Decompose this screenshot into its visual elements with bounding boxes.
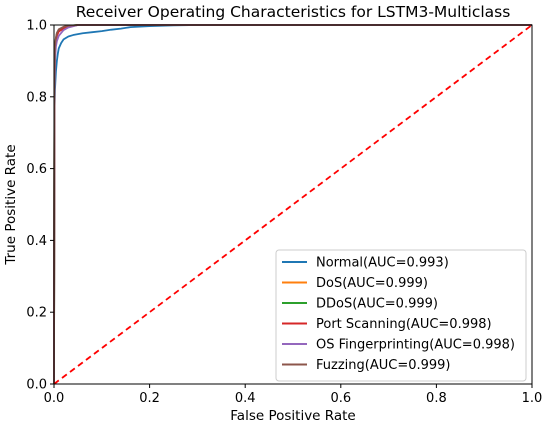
y-tick-label: 1.0 <box>26 19 47 34</box>
y-tick-label: 0.4 <box>26 234 47 249</box>
x-tick-label: 0.2 <box>139 391 160 406</box>
x-tick-label: 0.0 <box>44 391 65 406</box>
legend-entry-label: DoS(AUC=0.999) <box>316 276 428 291</box>
plot-frame <box>53 24 533 385</box>
legend-entry-label: Fuzzing(AUC=0.999) <box>316 358 451 373</box>
chart-title: Receiver Operating Characteristics for L… <box>76 3 511 21</box>
y-tick-label: 0.8 <box>26 90 47 105</box>
legend-entry-label: Normal(AUC=0.993) <box>316 256 449 271</box>
legend-entry-label: Port Scanning(AUC=0.998) <box>316 317 492 332</box>
x-tick-label: 0.4 <box>235 391 256 406</box>
legend-entry-label: OS Fingerprinting(AUC=0.998) <box>316 338 515 353</box>
series-layer <box>53 24 533 385</box>
x-tick-label: 0.6 <box>330 391 351 406</box>
legend-box <box>275 249 527 382</box>
x-tick-label: 0.8 <box>426 391 447 406</box>
x-axis-label: False Positive Rate <box>230 408 355 424</box>
legend-entry-label: DDoS(AUC=0.999) <box>316 297 438 312</box>
x-axis-ticks: 0.0 0.2 0.4 0.6 0.8 1.0 <box>44 384 543 406</box>
y-axis-label: True Positive Rate <box>3 144 19 265</box>
y-tick-label: 0.0 <box>26 378 47 393</box>
y-tick-label: 0.2 <box>26 306 47 321</box>
y-tick-label: 0.6 <box>26 162 47 177</box>
x-tick-label: 1.0 <box>522 391 543 406</box>
legend: Normal(AUC=0.993) DoS(AUC=0.999) DDoS(AUC=… <box>275 249 527 382</box>
y-axis-ticks: 0.0 0.2 0.4 0.6 0.8 1.0 <box>26 19 54 393</box>
